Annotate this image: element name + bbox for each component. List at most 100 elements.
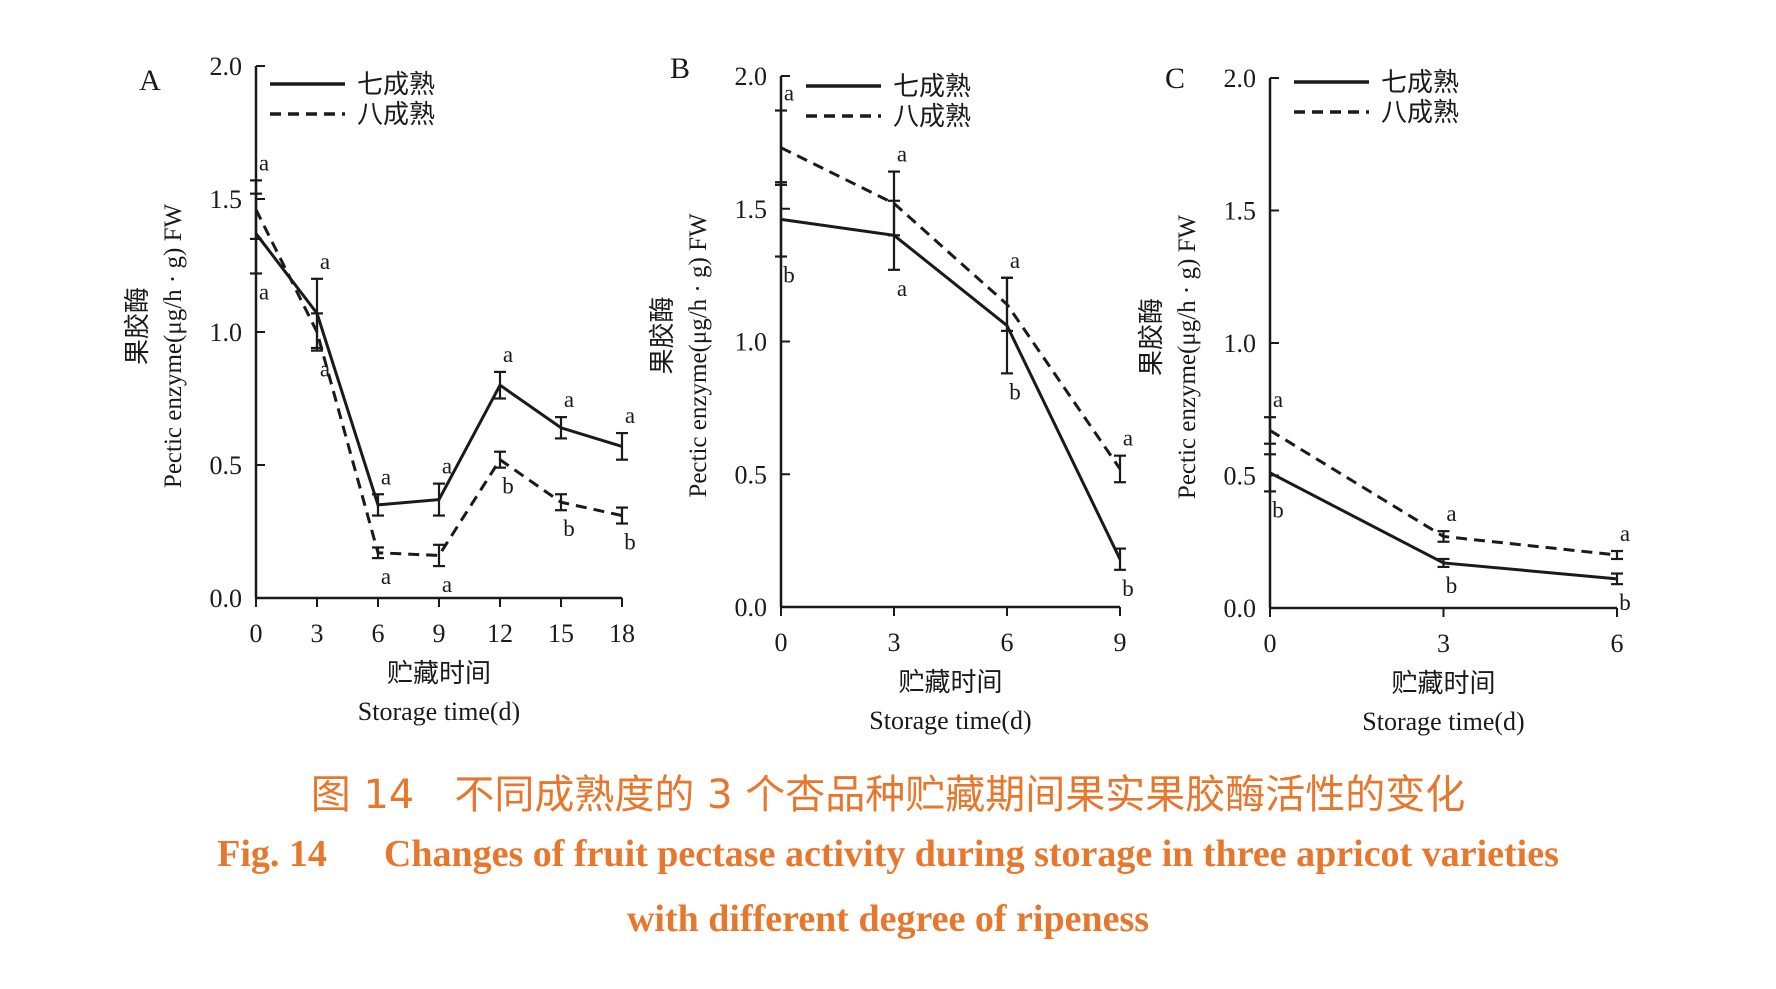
series-line bbox=[780, 146, 1122, 470]
x-tick-label: 6 bbox=[1611, 629, 1624, 658]
y-tick-label: 0.5 bbox=[210, 451, 243, 480]
x-axis-title: Storage time(d) bbox=[1362, 707, 1524, 736]
figure: 0.0 0.5 1.0 1.5 2.0 0 3 6 9 12 15 18 A 贮藏时间 Storage ti… bbox=[123, 52, 1631, 736]
error-bar bbox=[494, 450, 506, 469]
significance-label: b bbox=[563, 516, 575, 541]
error-bar bbox=[250, 179, 262, 240]
error-bar bbox=[433, 543, 445, 568]
error-bar bbox=[433, 482, 445, 517]
error-bar bbox=[372, 546, 384, 560]
y-tick-label: 1.5 bbox=[1224, 197, 1257, 226]
significance-label: a bbox=[1010, 248, 1020, 273]
x-tick-label: 18 bbox=[609, 619, 635, 648]
error-bar bbox=[616, 431, 628, 461]
x-tick-label: 3 bbox=[888, 628, 901, 657]
significance-label: a bbox=[320, 357, 330, 382]
y-axis-title-chinese: 果胶酶 bbox=[648, 296, 678, 374]
significance-label: a bbox=[897, 276, 907, 301]
significance-label: a bbox=[381, 564, 391, 589]
panel-label: C bbox=[1165, 62, 1185, 95]
significance-label: a bbox=[320, 249, 330, 274]
significance-label: b bbox=[1619, 590, 1631, 615]
y-tick-label: 2.0 bbox=[735, 62, 768, 91]
legend-label: 七成熟 bbox=[1381, 68, 1459, 98]
x-tick-label: 6 bbox=[372, 619, 385, 648]
panel-label: A bbox=[139, 64, 161, 97]
significance-label: a bbox=[503, 342, 513, 367]
y-tick-label: 0.0 bbox=[735, 593, 768, 622]
legend-label: 七成熟 bbox=[893, 72, 971, 102]
x-tick-label: 9 bbox=[1114, 628, 1127, 657]
chart-panel-c: 0.0 0.5 1.0 1.5 2.0 0 3 6 C 贮藏时间 Storage time(d) 果胶… bbox=[1137, 62, 1631, 736]
error-bar bbox=[1437, 530, 1450, 543]
x-tick-label: 3 bbox=[1437, 629, 1450, 658]
y-tick-label: 2.0 bbox=[1224, 64, 1257, 93]
significance-label: a bbox=[897, 142, 907, 167]
x-tick-label: 0 bbox=[250, 619, 263, 648]
x-tick-label: 9 bbox=[433, 619, 446, 648]
significance-label: b bbox=[502, 474, 514, 499]
y-tick-label: 1.5 bbox=[735, 195, 768, 224]
x-tick-label: 3 bbox=[311, 619, 324, 648]
y-tick-label: 1.0 bbox=[735, 328, 768, 357]
y-axis-title-chinese: 果胶酶 bbox=[1137, 298, 1167, 376]
error-bar bbox=[1114, 454, 1126, 484]
error-bar bbox=[372, 493, 384, 517]
significance-label: a bbox=[1273, 387, 1283, 412]
y-tick-label: 0.5 bbox=[1224, 462, 1257, 491]
legend-label: 八成熟 bbox=[1381, 98, 1459, 128]
figure-caption-chinese: 图 14 不同成熟度的 3 个杏品种贮藏期间果实果胶酶活性的变化 bbox=[310, 772, 1466, 818]
x-axis-title-chinese: 贮藏时间 bbox=[898, 668, 1002, 698]
significance-label: a bbox=[442, 572, 452, 597]
error-bar bbox=[311, 312, 323, 352]
x-axis-title-chinese: 贮藏时间 bbox=[1391, 669, 1495, 699]
x-axis-title-chinese: 贮藏时间 bbox=[387, 659, 491, 689]
significance-label: a bbox=[564, 387, 574, 412]
error-bar bbox=[1264, 453, 1276, 493]
x-tick-label: 0 bbox=[775, 628, 788, 657]
significance-label: b bbox=[1009, 379, 1021, 404]
figure-caption-english-line2: with different degree of ripeness bbox=[626, 898, 1150, 940]
legend-label: 八成熟 bbox=[357, 100, 435, 130]
y-axis-title-chinese: 果胶酶 bbox=[123, 287, 153, 365]
significance-label: a bbox=[1123, 426, 1133, 451]
y-axis-title: Pectic enzyme(μg/h · g) FW bbox=[1174, 215, 1201, 500]
error-bar bbox=[494, 370, 506, 400]
y-tick-label: 1.0 bbox=[1224, 329, 1257, 358]
error-bar bbox=[775, 109, 787, 186]
panel-label: B bbox=[670, 52, 690, 85]
x-tick-label: 6 bbox=[1001, 628, 1014, 657]
significance-label: b bbox=[1272, 497, 1284, 522]
figure-caption-english-line1: Fig. 14 Changes of fruit pectase activit… bbox=[217, 833, 1559, 875]
y-tick-label: 0.0 bbox=[1224, 594, 1257, 623]
y-tick-label: 1.0 bbox=[210, 318, 243, 347]
y-tick-label: 0.5 bbox=[735, 460, 768, 489]
legend-label: 八成熟 bbox=[893, 102, 971, 132]
error-bar bbox=[555, 493, 567, 512]
x-tick-label: 0 bbox=[1264, 629, 1277, 658]
error-bar bbox=[1114, 547, 1126, 571]
significance-label: b bbox=[624, 530, 636, 555]
significance-label: a bbox=[1446, 501, 1456, 526]
error-bar bbox=[1001, 276, 1013, 332]
series-line bbox=[254, 232, 623, 507]
significance-label: b bbox=[1122, 576, 1134, 601]
significance-label: a bbox=[381, 464, 391, 489]
x-tick-label: 15 bbox=[548, 619, 574, 648]
error-bar bbox=[1611, 572, 1623, 586]
significance-label: a bbox=[1620, 521, 1630, 546]
y-tick-label: 2.0 bbox=[210, 52, 243, 81]
significance-label: a bbox=[259, 150, 269, 175]
error-bar bbox=[888, 170, 900, 237]
x-axis-title: Storage time(d) bbox=[358, 697, 520, 726]
error-bar bbox=[1264, 416, 1276, 445]
significance-label: a bbox=[625, 403, 635, 428]
error-bar bbox=[555, 416, 567, 440]
significance-label: b bbox=[1446, 573, 1458, 598]
significance-label: a bbox=[442, 454, 452, 479]
x-tick-label: 12 bbox=[487, 619, 513, 648]
error-bar bbox=[616, 506, 628, 525]
y-axis-title: Pectic enzyme(μg/h · g) FW bbox=[685, 213, 712, 498]
series-line bbox=[780, 217, 1122, 560]
x-axis-title: Storage time(d) bbox=[869, 706, 1031, 735]
